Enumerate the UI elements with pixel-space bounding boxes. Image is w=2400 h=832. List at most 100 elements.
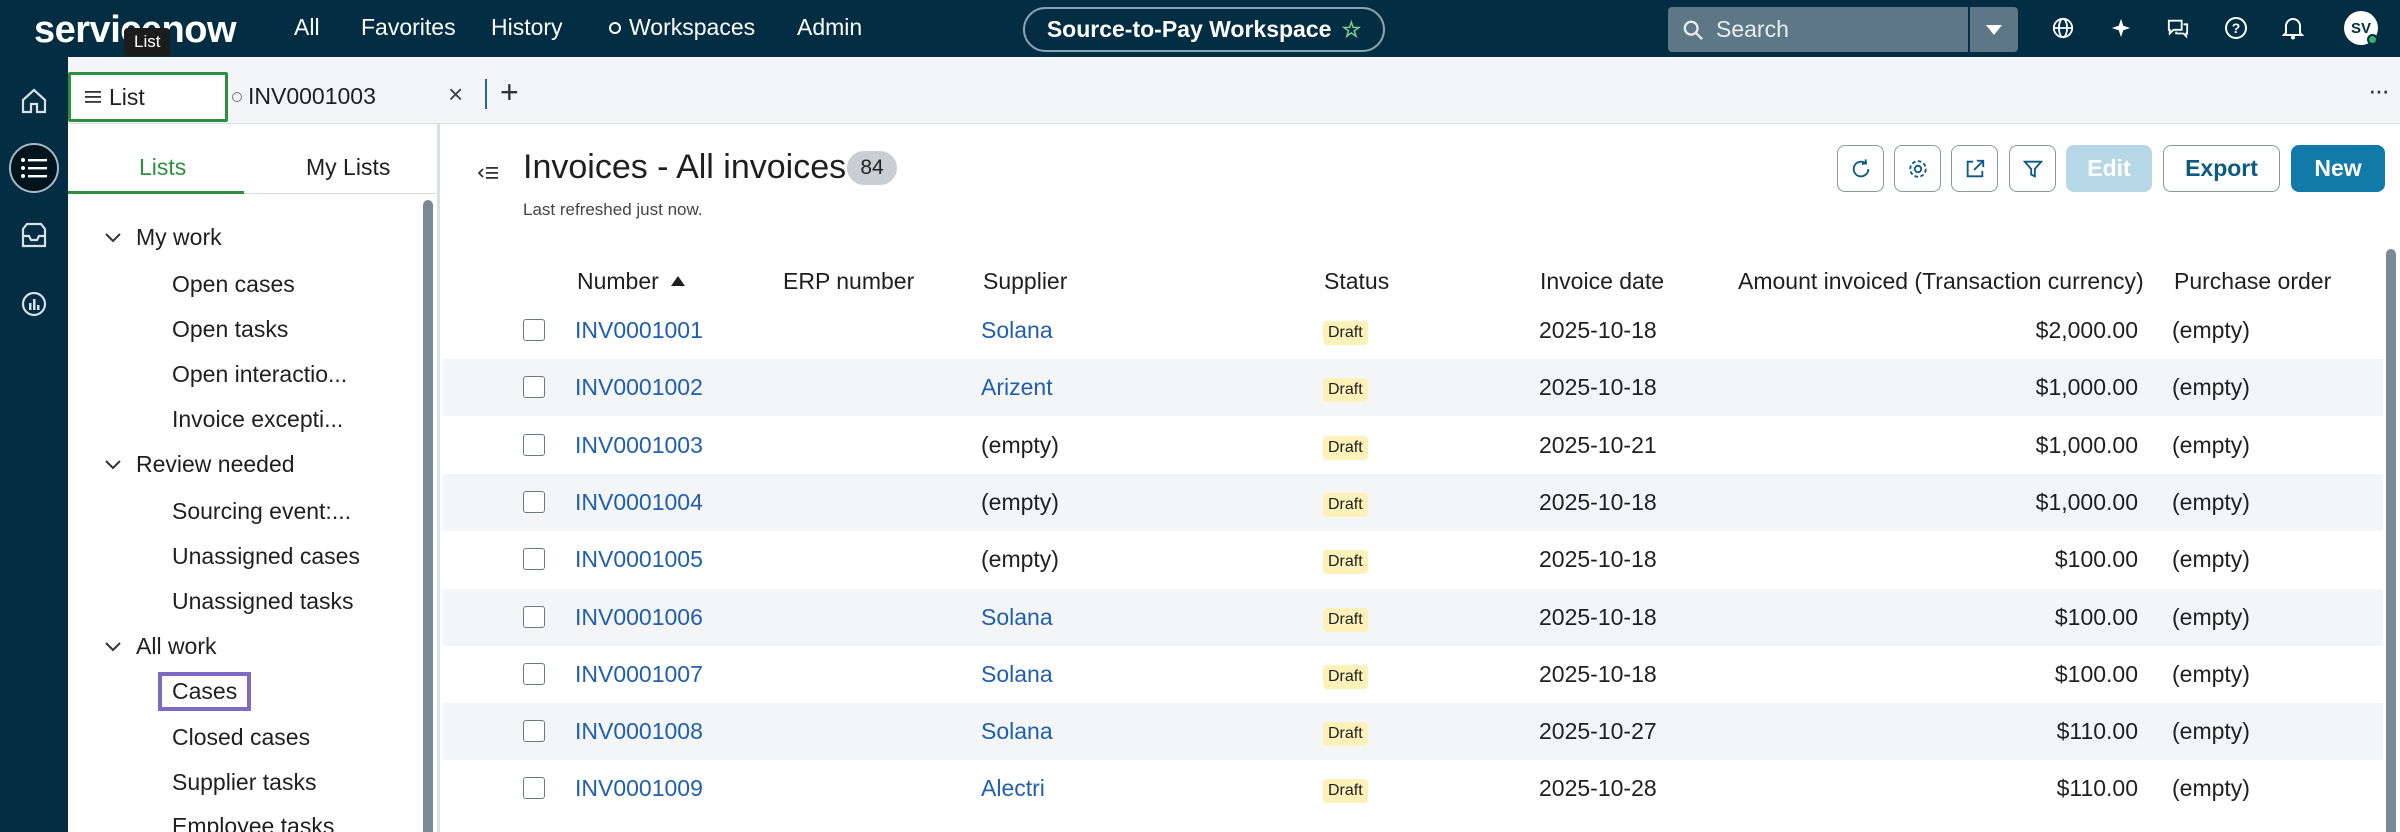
nav-history[interactable]: History <box>491 14 563 40</box>
group-label: All work <box>136 633 217 659</box>
column-header-erp-number[interactable]: ERP number <box>783 268 915 294</box>
tab-list[interactable]: List <box>68 72 228 122</box>
supplier-link[interactable]: Arizent <box>981 374 1053 401</box>
table-row[interactable]: INV0001001 Solana Draft 2025-10-18 $2,000.00… <box>443 302 2383 359</box>
list-item-closed-cases[interactable]: Closed cases <box>172 724 311 750</box>
invoice-number-link[interactable]: INV0001003 <box>575 431 703 458</box>
group-my-work[interactable]: My work <box>104 224 222 251</box>
row-checkbox[interactable] <box>523 662 545 685</box>
table-row[interactable]: INV0001002 Arizent Draft 2025-10-18 $1,000.0… <box>443 359 2383 417</box>
list-item-employee-tasks[interactable]: Employee tasks <box>172 813 335 832</box>
list-item-open-cases[interactable]: Open cases <box>172 271 295 297</box>
nav-admin[interactable]: Admin <box>797 14 863 40</box>
supplier-link[interactable]: Solana <box>981 603 1053 630</box>
column-header-purchase-order[interactable]: Purchase order <box>2174 268 2332 294</box>
column-header-supplier[interactable]: Supplier <box>983 268 1068 294</box>
invoice-number-link[interactable]: INV0001006 <box>575 603 703 630</box>
bell-icon[interactable] <box>2279 14 2307 42</box>
edit-button[interactable]: Edit <box>2066 145 2152 192</box>
nav-favorites[interactable]: Favorites <box>361 14 456 40</box>
table-row[interactable]: INV0001008 Solana Draft 2025-10-27 $110.00 (e… <box>443 703 2383 761</box>
home-icon[interactable] <box>9 76 59 126</box>
list-item-open-interactions[interactable]: Open interactio... <box>172 361 348 387</box>
list-item-unassigned-cases[interactable]: Unassigned cases <box>172 543 360 569</box>
row-checkbox[interactable] <box>523 777 545 800</box>
chat-icon[interactable] <box>2164 14 2192 42</box>
sparkle-icon[interactable] <box>2107 14 2135 42</box>
invoice-number-link[interactable]: INV0001008 <box>575 718 703 745</box>
table-row[interactable]: INV0001005 (empty) Draft 2025-10-18 $100.00 (… <box>443 531 2383 588</box>
list-item-cases[interactable]: Cases <box>157 672 252 711</box>
nav-workspaces[interactable]: Workspaces <box>609 14 755 41</box>
amount-cell: $1,000.00 <box>2035 488 2138 515</box>
tab-lists[interactable]: Lists <box>139 154 187 180</box>
globe-icon[interactable] <box>2049 14 2077 42</box>
group-review-needed[interactable]: Review needed <box>104 451 295 478</box>
row-checkbox[interactable] <box>523 490 545 513</box>
supplier-link[interactable]: Solana <box>981 317 1053 343</box>
workspace-name: Source-to-Pay Workspace <box>1046 16 1332 42</box>
row-checkbox[interactable] <box>523 433 545 456</box>
list-item-supplier-tasks[interactable]: Supplier tasks <box>172 769 317 795</box>
page-title: Invoices - All invoices <box>523 148 847 186</box>
status-badge: Draft <box>1323 664 1368 689</box>
table-row[interactable]: INV0001009 Alectri Draft 2025-10-28 $110.00 (… <box>443 760 2383 817</box>
invoice-number-link[interactable]: INV0001001 <box>575 317 703 343</box>
table-scrollbar[interactable] <box>2386 249 2396 832</box>
invoice-number-link[interactable]: INV0001009 <box>575 775 703 802</box>
column-header-status[interactable]: Status <box>1324 268 1390 294</box>
supplier-link[interactable]: Alectri <box>981 775 1045 802</box>
column-header-invoice-date[interactable]: Invoice date <box>1540 268 1665 294</box>
list-icon[interactable] <box>9 143 59 193</box>
column-header-number[interactable]: Number <box>577 268 686 295</box>
table-row[interactable]: INV0001007 Solana Draft 2025-10-18 $100.00 (e… <box>443 646 2383 703</box>
nav-all[interactable]: All <box>294 14 320 40</box>
supplier-link[interactable]: Solana <box>981 660 1053 687</box>
list-item-unassigned-tasks[interactable]: Unassigned tasks <box>172 588 354 614</box>
row-checkbox[interactable] <box>523 605 545 628</box>
list-item-open-tasks[interactable]: Open tasks <box>172 316 289 342</box>
global-search-input[interactable]: Search <box>1668 7 1968 52</box>
lists-panel: Lists My Lists My work Open cases Open t… <box>68 124 440 832</box>
row-checkbox[interactable] <box>523 319 545 341</box>
invoice-date-cell: 2025-10-18 <box>1539 488 1657 515</box>
share-button[interactable] <box>1951 145 1998 192</box>
close-icon[interactable]: × <box>448 79 464 109</box>
table-row[interactable]: INV0001004 (empty) Draft 2025-10-18 $1,000.0… <box>443 473 2383 531</box>
group-all-work[interactable]: All work <box>104 633 217 660</box>
help-icon[interactable]: ? <box>2222 14 2250 42</box>
row-checkbox[interactable] <box>523 376 545 399</box>
invoice-number-link[interactable]: INV0001005 <box>575 546 703 573</box>
new-button[interactable]: New <box>2291 145 2385 192</box>
collapse-panel-icon[interactable] <box>477 164 499 187</box>
invoice-number-link[interactable]: INV0001002 <box>575 374 703 401</box>
list-view: Invoices - All invoices 84 Last refreshe… <box>443 124 2400 832</box>
tab-my-lists[interactable]: My Lists <box>306 154 391 180</box>
inbox-icon[interactable] <box>9 211 59 261</box>
settings-button[interactable] <box>1894 145 1941 192</box>
row-checkbox[interactable] <box>523 548 545 571</box>
list-item-invoice-exceptions[interactable]: Invoice excepti... <box>172 406 344 432</box>
workspace-selector[interactable]: Source-to-Pay Workspace ☆ <box>1023 7 1385 52</box>
left-rail <box>0 57 68 832</box>
favorite-star-icon[interactable]: ☆ <box>1341 16 1362 42</box>
analytics-icon[interactable] <box>9 279 59 329</box>
row-checkbox[interactable] <box>523 720 545 743</box>
add-icon[interactable]: + <box>500 74 519 110</box>
export-button[interactable]: Export <box>2163 145 2280 192</box>
column-header-amount[interactable]: Amount invoiced (Transaction currency) <box>1738 268 2144 294</box>
list-item-sourcing-event[interactable]: Sourcing event:... <box>172 498 351 524</box>
invoice-number-link[interactable]: INV0001007 <box>575 660 703 687</box>
invoice-date-cell: 2025-10-27 <box>1539 718 1657 745</box>
supplier-link[interactable]: Solana <box>981 718 1053 745</box>
filter-button[interactable] <box>2009 145 2056 192</box>
table-row[interactable]: INV0001003 (empty) Draft 2025-10-21 $1,000.0… <box>443 417 2383 474</box>
more-icon[interactable]: ··· <box>2368 75 2390 105</box>
refresh-button[interactable] <box>1837 145 1884 192</box>
panel-scrollbar[interactable] <box>423 200 433 832</box>
tab-list-label: List <box>109 83 145 110</box>
invoice-number-link[interactable]: INV0001004 <box>575 488 703 515</box>
tab-record[interactable]: INV0001003 <box>232 83 376 110</box>
table-row[interactable]: INV0001006 Solana Draft 2025-10-18 $100.00 (e… <box>443 588 2383 646</box>
search-scope-dropdown[interactable] <box>1970 7 2018 52</box>
